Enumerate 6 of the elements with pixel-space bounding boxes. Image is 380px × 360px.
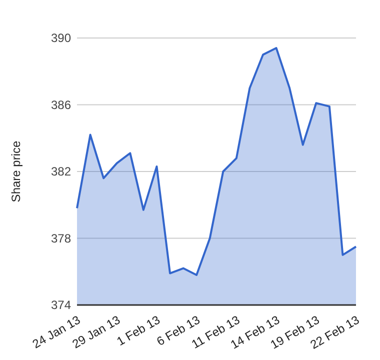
y-axis-title: Share price: [9, 140, 23, 202]
y-tick-label: 390: [50, 31, 72, 46]
y-tick-label: 374: [50, 298, 72, 312]
y-tick-label: 378: [50, 231, 72, 246]
y-tick-label: 386: [50, 98, 72, 112]
y-tick-label: 382: [50, 164, 72, 179]
